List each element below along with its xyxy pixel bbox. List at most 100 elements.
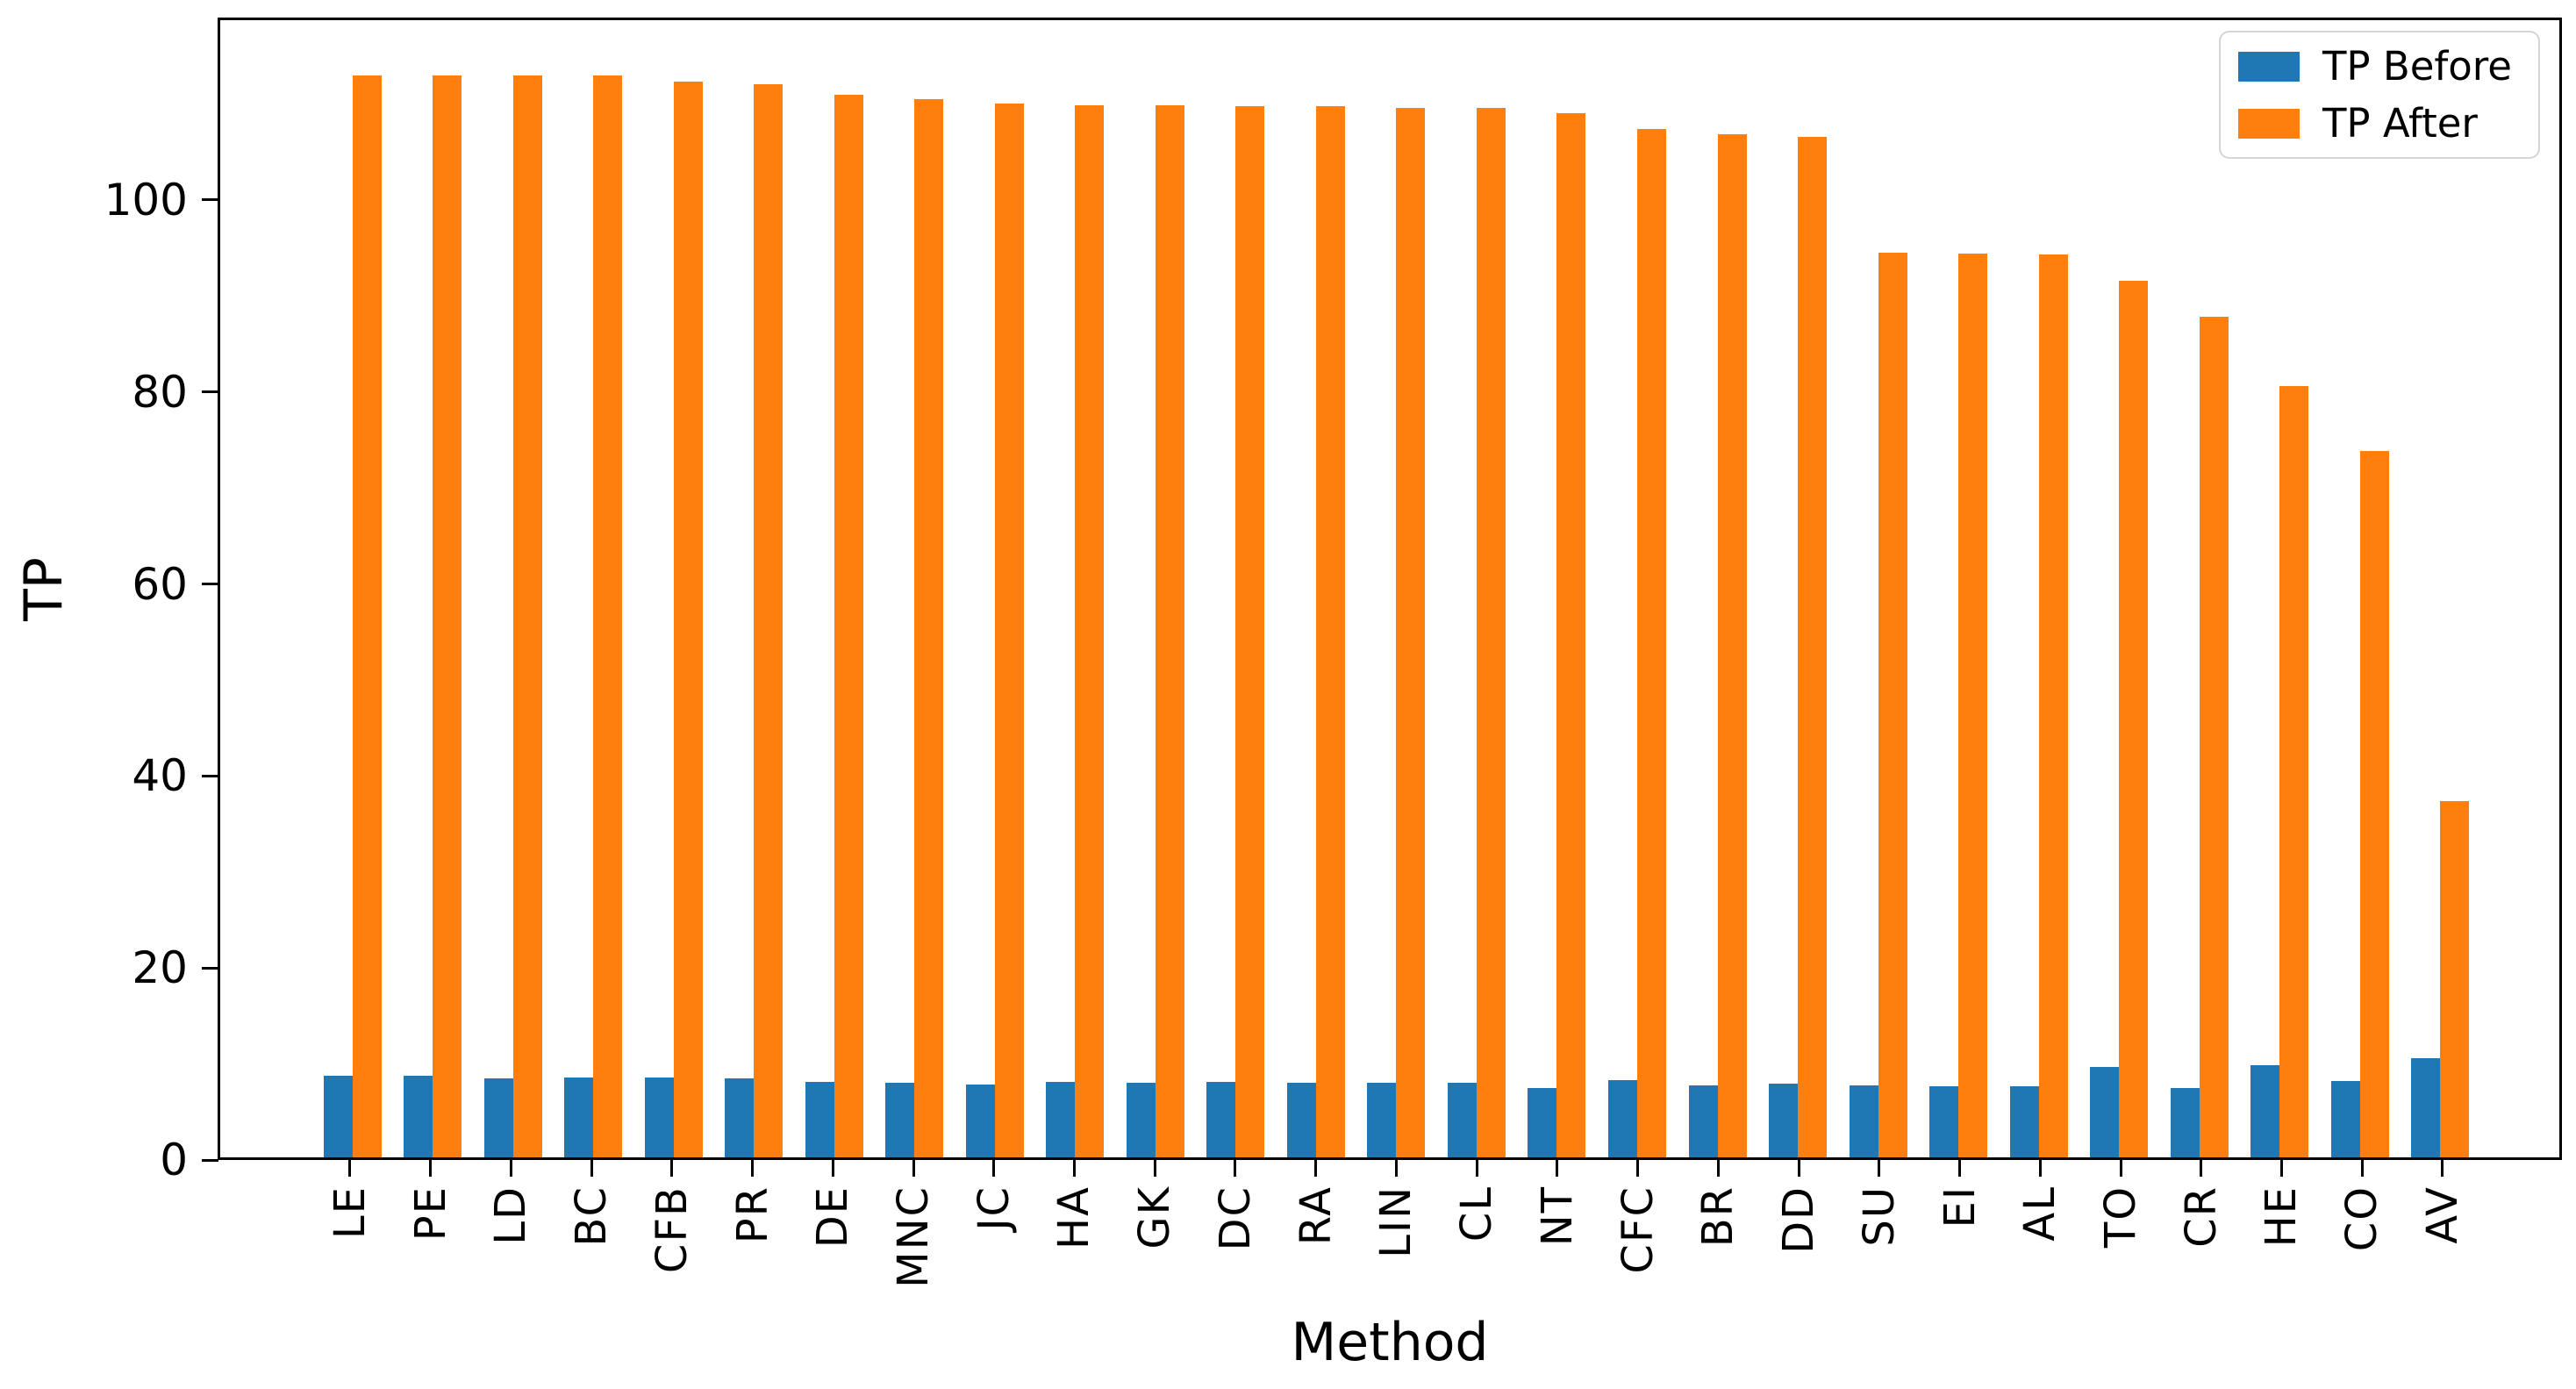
bar-tp-before-DD — [1769, 1084, 1799, 1157]
y-axis-ticks: 0 20 40 60 80 100 — [0, 18, 218, 1182]
bar-group-DD — [1757, 20, 1838, 1157]
bar-tp-after-PR — [754, 83, 784, 1157]
bar-tp-before-AV — [2411, 1057, 2441, 1157]
bar-group-SU — [1838, 20, 1919, 1157]
bar-tp-after-GK — [1155, 104, 1184, 1157]
bar-tp-before-HA — [1046, 1081, 1076, 1157]
bar-tp-before-LE — [323, 1076, 353, 1157]
bar-group-TO — [2079, 20, 2159, 1157]
bar-group-CFB — [633, 20, 714, 1157]
bar-tp-after-DC — [1235, 106, 1265, 1157]
x-tick-mark — [590, 1160, 593, 1177]
x-tick-mark — [1475, 1160, 1478, 1177]
bar-group-HA — [1035, 20, 1116, 1157]
bar-group-RA — [1276, 20, 1356, 1157]
x-tick-label-AL: AL — [2015, 1185, 2065, 1242]
bar-tp-after-BC — [593, 75, 623, 1157]
bar-group-HE — [2239, 20, 2320, 1157]
bar-group-GK — [1115, 20, 1196, 1157]
bar-tp-before-TO — [2090, 1066, 2120, 1157]
bar-tp-before-PR — [725, 1078, 755, 1157]
x-tick-mark — [1234, 1160, 1237, 1177]
x-tick-PE: PE — [390, 1160, 471, 1288]
x-tick-HE: HE — [2242, 1160, 2322, 1288]
legend: TP Before TP After — [2218, 31, 2540, 159]
bar-group-PE — [393, 20, 474, 1157]
bar-tp-before-CR — [2170, 1087, 2200, 1157]
y-tick-mark — [202, 1158, 218, 1162]
y-tick-mark — [202, 774, 218, 777]
x-tick-label-BC: BC — [567, 1185, 617, 1247]
y-tick-label: 100 — [104, 174, 188, 226]
x-tick-mark — [1072, 1160, 1076, 1177]
x-tick-AL: AL — [2000, 1160, 2080, 1288]
bar-group-NT — [1517, 20, 1598, 1157]
bar-group-PR — [714, 20, 795, 1157]
x-tick-CFB: CFB — [632, 1160, 712, 1288]
x-tick-TO: TO — [2080, 1160, 2161, 1288]
bar-tp-before-CFB — [644, 1077, 674, 1157]
x-tick-mark — [1797, 1160, 1800, 1177]
bar-group-MNC — [875, 20, 955, 1157]
x-tick-label-CFB: CFB — [647, 1185, 697, 1274]
x-tick-DE: DE — [792, 1160, 873, 1288]
y-tick-label: 20 — [132, 942, 188, 994]
bar-tp-before-DC — [1206, 1081, 1236, 1157]
x-tick-CO: CO — [2322, 1160, 2402, 1288]
bar-tp-before-JC — [965, 1085, 995, 1157]
y-tick-mark — [202, 583, 218, 586]
x-tick-label-LIN: LIN — [1371, 1185, 1421, 1258]
x-tick-mark — [1636, 1160, 1640, 1177]
y-tick-label: 0 — [160, 1135, 188, 1185]
x-tick-label-PE: PE — [405, 1185, 455, 1242]
x-tick-label-DD: DD — [1774, 1185, 1824, 1254]
bar-group-CFC — [1597, 20, 1678, 1157]
x-tick-mark — [1556, 1160, 1559, 1177]
bar-tp-after-MNC — [914, 99, 944, 1157]
x-tick-label-HA: HA — [1049, 1185, 1099, 1249]
bar-group-CO — [2320, 20, 2401, 1157]
y-tick-label: 60 — [132, 558, 188, 610]
x-axis-ticks: LE PE LD BC CFB PR DE MNC JC HA GK DC RA LIN CL NT CFC BR… — [218, 1160, 2562, 1288]
x-tick-label-HE: HE — [2257, 1185, 2307, 1248]
y-tick-mark — [202, 390, 218, 394]
x-tick-mark — [912, 1160, 915, 1177]
bar-group-EI — [1918, 20, 1999, 1157]
x-tick-mark — [1314, 1160, 1318, 1177]
bar-tp-after-LE — [352, 75, 382, 1157]
bar-tp-after-CFB — [673, 81, 703, 1157]
bar-tp-before-GK — [1126, 1083, 1156, 1157]
bar-tp-after-DD — [1798, 136, 1828, 1157]
bar-tp-after-JC — [994, 103, 1024, 1157]
x-tick-label-SU: SU — [1854, 1185, 1904, 1247]
x-tick-SU: SU — [1839, 1160, 1920, 1288]
x-tick-label-GK: GK — [1130, 1185, 1180, 1249]
legend-label-tp-before: TP Before — [2322, 43, 2512, 89]
x-tick-mark — [1958, 1160, 1962, 1177]
bar-tp-before-MNC — [885, 1083, 915, 1157]
bar-tp-before-HE — [2250, 1065, 2280, 1157]
bar-tp-before-PE — [404, 1076, 433, 1157]
x-tick-label-LE: LE — [325, 1185, 375, 1240]
bar-tp-after-CFC — [1637, 129, 1666, 1157]
x-tick-HA: HA — [1034, 1160, 1115, 1288]
bar-tp-after-CO — [2359, 451, 2389, 1157]
bar-group-DE — [794, 20, 875, 1157]
x-tick-mark — [831, 1160, 834, 1177]
bar-tp-before-BR — [1688, 1085, 1718, 1157]
x-tick-mark — [1153, 1160, 1156, 1177]
x-tick-MNC: MNC — [873, 1160, 954, 1288]
plot-area: TP Before TP After — [218, 18, 2562, 1160]
bar-tp-before-BC — [564, 1077, 594, 1157]
x-tick-mark — [1394, 1160, 1398, 1177]
bar-tp-after-BR — [1717, 133, 1747, 1157]
y-tick-label: 40 — [132, 750, 188, 802]
bar-tp-before-EI — [1929, 1086, 1959, 1157]
y-tick-mark — [202, 966, 218, 970]
x-tick-AV: AV — [2402, 1160, 2483, 1288]
bar-group-BR — [1678, 20, 1758, 1157]
x-tick-label-CL: CL — [1452, 1185, 1502, 1242]
x-tick-CFC: CFC — [1598, 1160, 1678, 1288]
x-tick-mark — [751, 1160, 755, 1177]
bar-group-AV — [2400, 20, 2480, 1157]
